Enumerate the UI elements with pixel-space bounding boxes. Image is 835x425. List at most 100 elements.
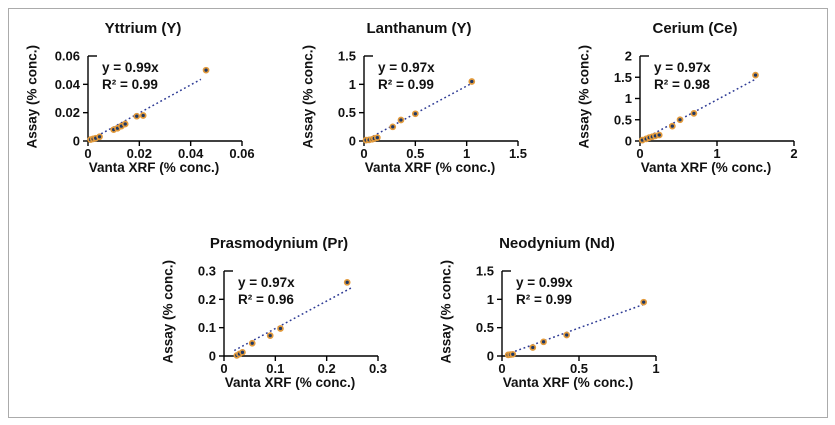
data-point: [266, 332, 274, 339]
r-squared-text: R² = 0.99: [378, 76, 434, 92]
x-tick-label: 0.1: [266, 361, 284, 376]
chart-canvas: 0 0.5 1 1.5 0 0.5 1 1.5: [338, 49, 527, 162]
plot-area: 0 0.02 0.04 0.06 0 0.02 0.04 0.06: [14, 16, 282, 206]
x-tick-label: 2: [790, 146, 797, 161]
x-axis-label: Vanta XRF (% conc.): [224, 375, 356, 390]
data-point: [373, 134, 381, 141]
x-tick-label: 0: [220, 361, 227, 376]
data-point: [563, 331, 571, 339]
equation-text: y = 0.99x: [102, 60, 159, 75]
x-axis-label: Vanta XRF (% conc.): [364, 160, 496, 175]
trend-line: [506, 303, 646, 356]
y-tick-label: 0: [209, 349, 216, 364]
plot-area: 0 0.5 1 1.5 0 0.5 1: [428, 231, 696, 421]
data-point: [397, 116, 405, 124]
y-tick-label: 1.5: [338, 49, 356, 64]
x-tick-label: 0: [636, 146, 643, 161]
data-point: [239, 348, 246, 356]
data-point: [277, 325, 284, 332]
x-tick-label: 0.04: [178, 146, 204, 161]
y-tick-label: 0.02: [55, 105, 80, 120]
x-tick-label: 1: [713, 146, 720, 161]
chart-canvas: 0 0.02 0.04 0.06 0 0.02 0.04 0.06: [55, 49, 255, 162]
data-point: [529, 344, 537, 351]
chart-prasmodynium: Prasmodynium (Pr) Assay (% conc.) Vanta …: [150, 231, 418, 421]
figure-border: [8, 8, 828, 418]
data-point: [668, 122, 676, 130]
x-tick-label: 0.06: [229, 146, 254, 161]
y-tick-label: 2: [625, 49, 632, 64]
x-tick-label: 1: [463, 146, 470, 161]
y-tick-label: 0.2: [198, 292, 216, 307]
x-axis-label: Vanta XRF (% conc.): [640, 160, 772, 175]
data-point: [468, 78, 476, 85]
chart-neodynium: Neodynium (Nd) Assay (% conc.) Vanta XRF…: [428, 231, 696, 421]
y-tick-label: 0: [349, 134, 356, 149]
trend-line: [88, 78, 202, 141]
chart-title: Neodynium (Nd): [499, 235, 615, 252]
chart-title: Lanthanum (Y): [366, 20, 472, 37]
data-point: [202, 66, 210, 74]
y-tick-label: 1.5: [614, 70, 632, 85]
trend-annotation: y = 0.97x R² = 0.98: [654, 60, 711, 93]
y-tick-label: 0.04: [55, 77, 81, 92]
chart-title: Cerium (Ce): [652, 20, 738, 37]
x-tick-label: 0.2: [318, 361, 336, 376]
trend-annotation: y = 0.97x R² = 0.96: [238, 275, 295, 308]
plot-area: 0 0.5 1 1.5 2 0 1 2: [566, 16, 834, 206]
y-tick-label: 1: [349, 77, 356, 92]
data-point: [509, 350, 517, 358]
chart-title: Prasmodynium (Pr): [209, 235, 349, 252]
plot-area: 0 0.1 0.2 0.3 0 0.1 0.2 0.3: [150, 231, 418, 421]
r-squared-text: R² = 0.98: [654, 76, 710, 92]
equation-text: y = 0.97x: [238, 275, 295, 290]
trend-annotation: y = 0.97x R² = 0.99: [378, 60, 435, 93]
trend-line: [641, 78, 756, 141]
y-tick-label: 0.06: [55, 49, 80, 64]
data-point: [248, 339, 256, 347]
data-point: [411, 110, 419, 118]
chart-canvas: 0 0.5 1 1.5 0 0.5 1: [476, 264, 660, 377]
trend-line: [364, 82, 474, 142]
equation-text: y = 0.99x: [516, 275, 573, 290]
y-tick-label: 1.5: [476, 264, 494, 279]
trend-annotation: y = 0.99x R² = 0.99: [102, 60, 159, 93]
x-axis-label: Vanta XRF (% conc.): [88, 160, 220, 175]
chart-canvas: 0 0.1 0.2 0.3 0 0.1 0.2 0.3: [198, 264, 387, 377]
chart-yttrium: Yttrium (Y) Assay (% conc.) Vanta XRF (%…: [14, 16, 282, 206]
x-tick-label: 0.5: [406, 146, 424, 161]
trend-annotation: y = 0.99x R² = 0.99: [516, 275, 573, 308]
y-tick-label: 1: [625, 91, 632, 106]
r-squared-text: R² = 0.99: [516, 291, 572, 307]
chart-canvas: 0 0.5 1 1.5 2 0 1 2: [614, 49, 798, 162]
chart-lanthanum: Lanthanum (Y) Assay (% conc.) Vanta XRF …: [290, 16, 558, 206]
x-tick-label: 0: [84, 146, 91, 161]
data-point: [389, 123, 397, 131]
data-point: [676, 116, 684, 124]
data-point: [640, 298, 648, 306]
data-point: [139, 112, 147, 119]
equation-text: y = 0.97x: [378, 60, 435, 75]
x-tick-label: 0.5: [570, 361, 588, 376]
x-tick-label: 1: [652, 361, 659, 376]
chart-cerium: Cerium (Ce) Assay (% conc.) Vanta XRF (%…: [566, 16, 834, 206]
y-tick-label: 0.5: [614, 112, 632, 127]
y-tick-label: 0.1: [198, 320, 216, 335]
y-tick-label: 0: [625, 134, 632, 149]
chart-title: Yttrium (Y): [104, 20, 182, 37]
y-tick-label: 0.3: [198, 264, 216, 279]
y-tick-label: 0.5: [476, 320, 494, 335]
x-axis-label: Vanta XRF (% conc.): [502, 375, 634, 390]
y-tick-label: 0: [73, 134, 80, 149]
data-point: [540, 338, 547, 346]
x-tick-label: 1.5: [509, 146, 527, 161]
data-point: [655, 131, 663, 139]
x-tick-label: 0: [360, 146, 367, 161]
y-tick-label: 1: [487, 292, 494, 307]
data-point: [133, 112, 141, 120]
y-tick-label: 0.5: [338, 105, 356, 120]
r-squared-text: R² = 0.96: [238, 291, 294, 307]
data-point: [752, 71, 759, 79]
data-point: [343, 278, 351, 286]
x-tick-label: 0.02: [127, 146, 152, 161]
